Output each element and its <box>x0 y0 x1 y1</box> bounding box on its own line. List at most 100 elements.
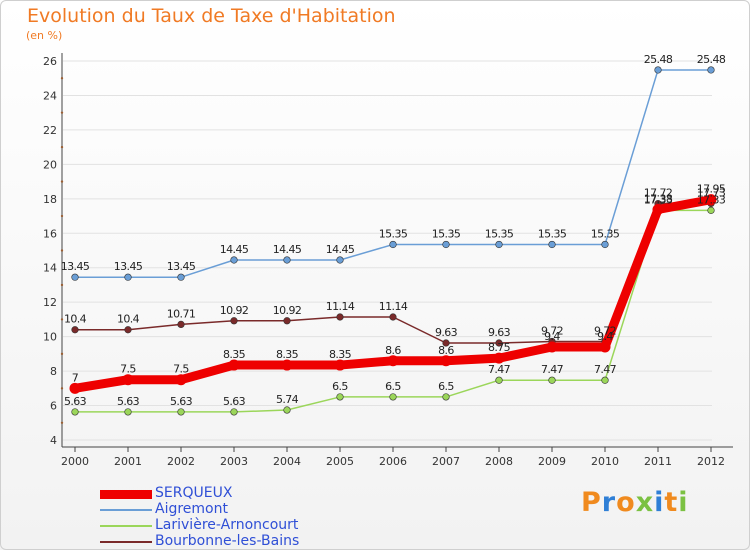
x-tick-label: 2003 <box>220 455 248 468</box>
data-point <box>495 240 503 249</box>
data-point <box>707 206 715 214</box>
data-label: 9.72 <box>541 324 563 337</box>
legend-label: Larivière-Arnoncourt <box>155 517 299 533</box>
data-point <box>440 355 452 367</box>
data-label: 17.73 <box>697 186 726 199</box>
data-label: 13.45 <box>114 260 143 273</box>
y-tick-label: 22 <box>43 124 57 137</box>
data-point <box>71 326 79 334</box>
data-point <box>389 313 397 321</box>
data-label: 25.48 <box>697 53 726 66</box>
data-label: 8.6 <box>438 344 454 357</box>
data-label: 5.63 <box>64 395 87 408</box>
legend-swatch <box>100 490 152 499</box>
data-point <box>124 408 132 416</box>
data-label: 11.14 <box>326 300 355 313</box>
data-point <box>71 273 79 281</box>
logo-letter: t <box>664 487 679 518</box>
data-label: 17.72 <box>644 187 673 200</box>
data-label: 9.63 <box>435 326 458 339</box>
y-tick-label: 14 <box>43 262 57 275</box>
data-label: 9.4 <box>544 330 560 343</box>
data-label: 15.35 <box>485 227 514 240</box>
logo-letter: i <box>678 487 689 518</box>
data-label: 10.4 <box>117 313 140 326</box>
data-point <box>177 320 185 329</box>
data-label: 11.14 <box>379 300 408 313</box>
logo-letter: x <box>635 487 655 518</box>
data-point <box>336 256 344 264</box>
data-point <box>230 408 238 416</box>
data-point <box>442 339 450 347</box>
data-point <box>495 376 503 384</box>
y-tick-label: 4 <box>50 434 57 447</box>
data-point <box>177 408 185 416</box>
x-tick-label: 2001 <box>114 455 142 468</box>
data-label: 5.63 <box>170 395 193 408</box>
data-point <box>334 359 346 371</box>
x-tick-label: 2000 <box>61 455 89 468</box>
axes: 4 6 8 10 12 14 16 18 20 22 24 26 2000 2001 2002 2003 200… <box>43 53 733 468</box>
data-label: 10.92 <box>273 304 302 317</box>
y-tick-label: 8 <box>50 365 57 378</box>
data-point <box>389 240 397 249</box>
data-label: 14.45 <box>326 243 355 256</box>
data-label: 5.63 <box>223 395 246 408</box>
series-layer <box>69 66 717 416</box>
data-label: 7.5 <box>173 363 189 376</box>
data-label: 14.45 <box>220 243 249 256</box>
x-tick-label: 2005 <box>326 455 354 468</box>
gridlines <box>63 60 712 441</box>
data-point <box>546 341 558 353</box>
data-point <box>442 240 450 249</box>
x-tick-label: 2004 <box>273 455 301 468</box>
data-label: 9.63 <box>488 326 511 339</box>
logo-letter: i <box>654 487 665 518</box>
x-tick-label: 2012 <box>697 455 725 468</box>
x-tick-label: 2006 <box>379 455 407 468</box>
data-point <box>601 376 609 384</box>
data-label: 6.5 <box>438 380 454 393</box>
legend-swatch <box>100 541 152 543</box>
data-label: 8.75 <box>488 341 511 354</box>
data-label: 17.38 <box>644 192 673 205</box>
data-label: 10.92 <box>220 304 249 317</box>
legend-swatch <box>100 509 152 511</box>
data-label: 9.4 <box>597 330 613 343</box>
data-point <box>175 374 187 386</box>
y-tick-label: 18 <box>43 193 57 206</box>
logo-letter: P <box>581 487 602 518</box>
data-label: 7.47 <box>488 363 511 376</box>
data-label: 5.63 <box>117 395 140 408</box>
data-label: 10.71 <box>167 307 196 320</box>
x-tick-label: 2011 <box>644 455 672 468</box>
data-label: 17.33 <box>644 193 673 206</box>
data-point <box>548 240 556 249</box>
data-point <box>336 393 344 401</box>
data-label: 14.45 <box>273 243 302 256</box>
data-point <box>707 66 715 74</box>
legend-label: SERQUEUX <box>155 485 233 501</box>
data-label: 8.35 <box>223 348 246 361</box>
data-label: 7.5 <box>120 363 136 376</box>
data-label: 8.6 <box>385 344 401 357</box>
data-point <box>601 240 609 249</box>
y-tick-label: 16 <box>43 227 57 240</box>
x-tick-label: 2007 <box>432 455 460 468</box>
data-point <box>599 341 611 353</box>
chart-title: Evolution du Taux de Taxe d'Habitation <box>27 5 396 27</box>
data-point <box>283 256 291 264</box>
data-point <box>228 359 240 371</box>
y-tick-label: 26 <box>43 55 57 68</box>
data-label: 17.33 <box>697 193 726 206</box>
data-point <box>493 352 505 364</box>
logo-letter: r <box>601 487 617 518</box>
data-point <box>177 273 185 281</box>
data-label: 15.35 <box>591 227 620 240</box>
data-point <box>124 326 132 334</box>
data-point <box>389 393 397 401</box>
data-label: 15.35 <box>432 227 461 240</box>
data-point <box>548 376 556 384</box>
data-point <box>387 355 399 367</box>
